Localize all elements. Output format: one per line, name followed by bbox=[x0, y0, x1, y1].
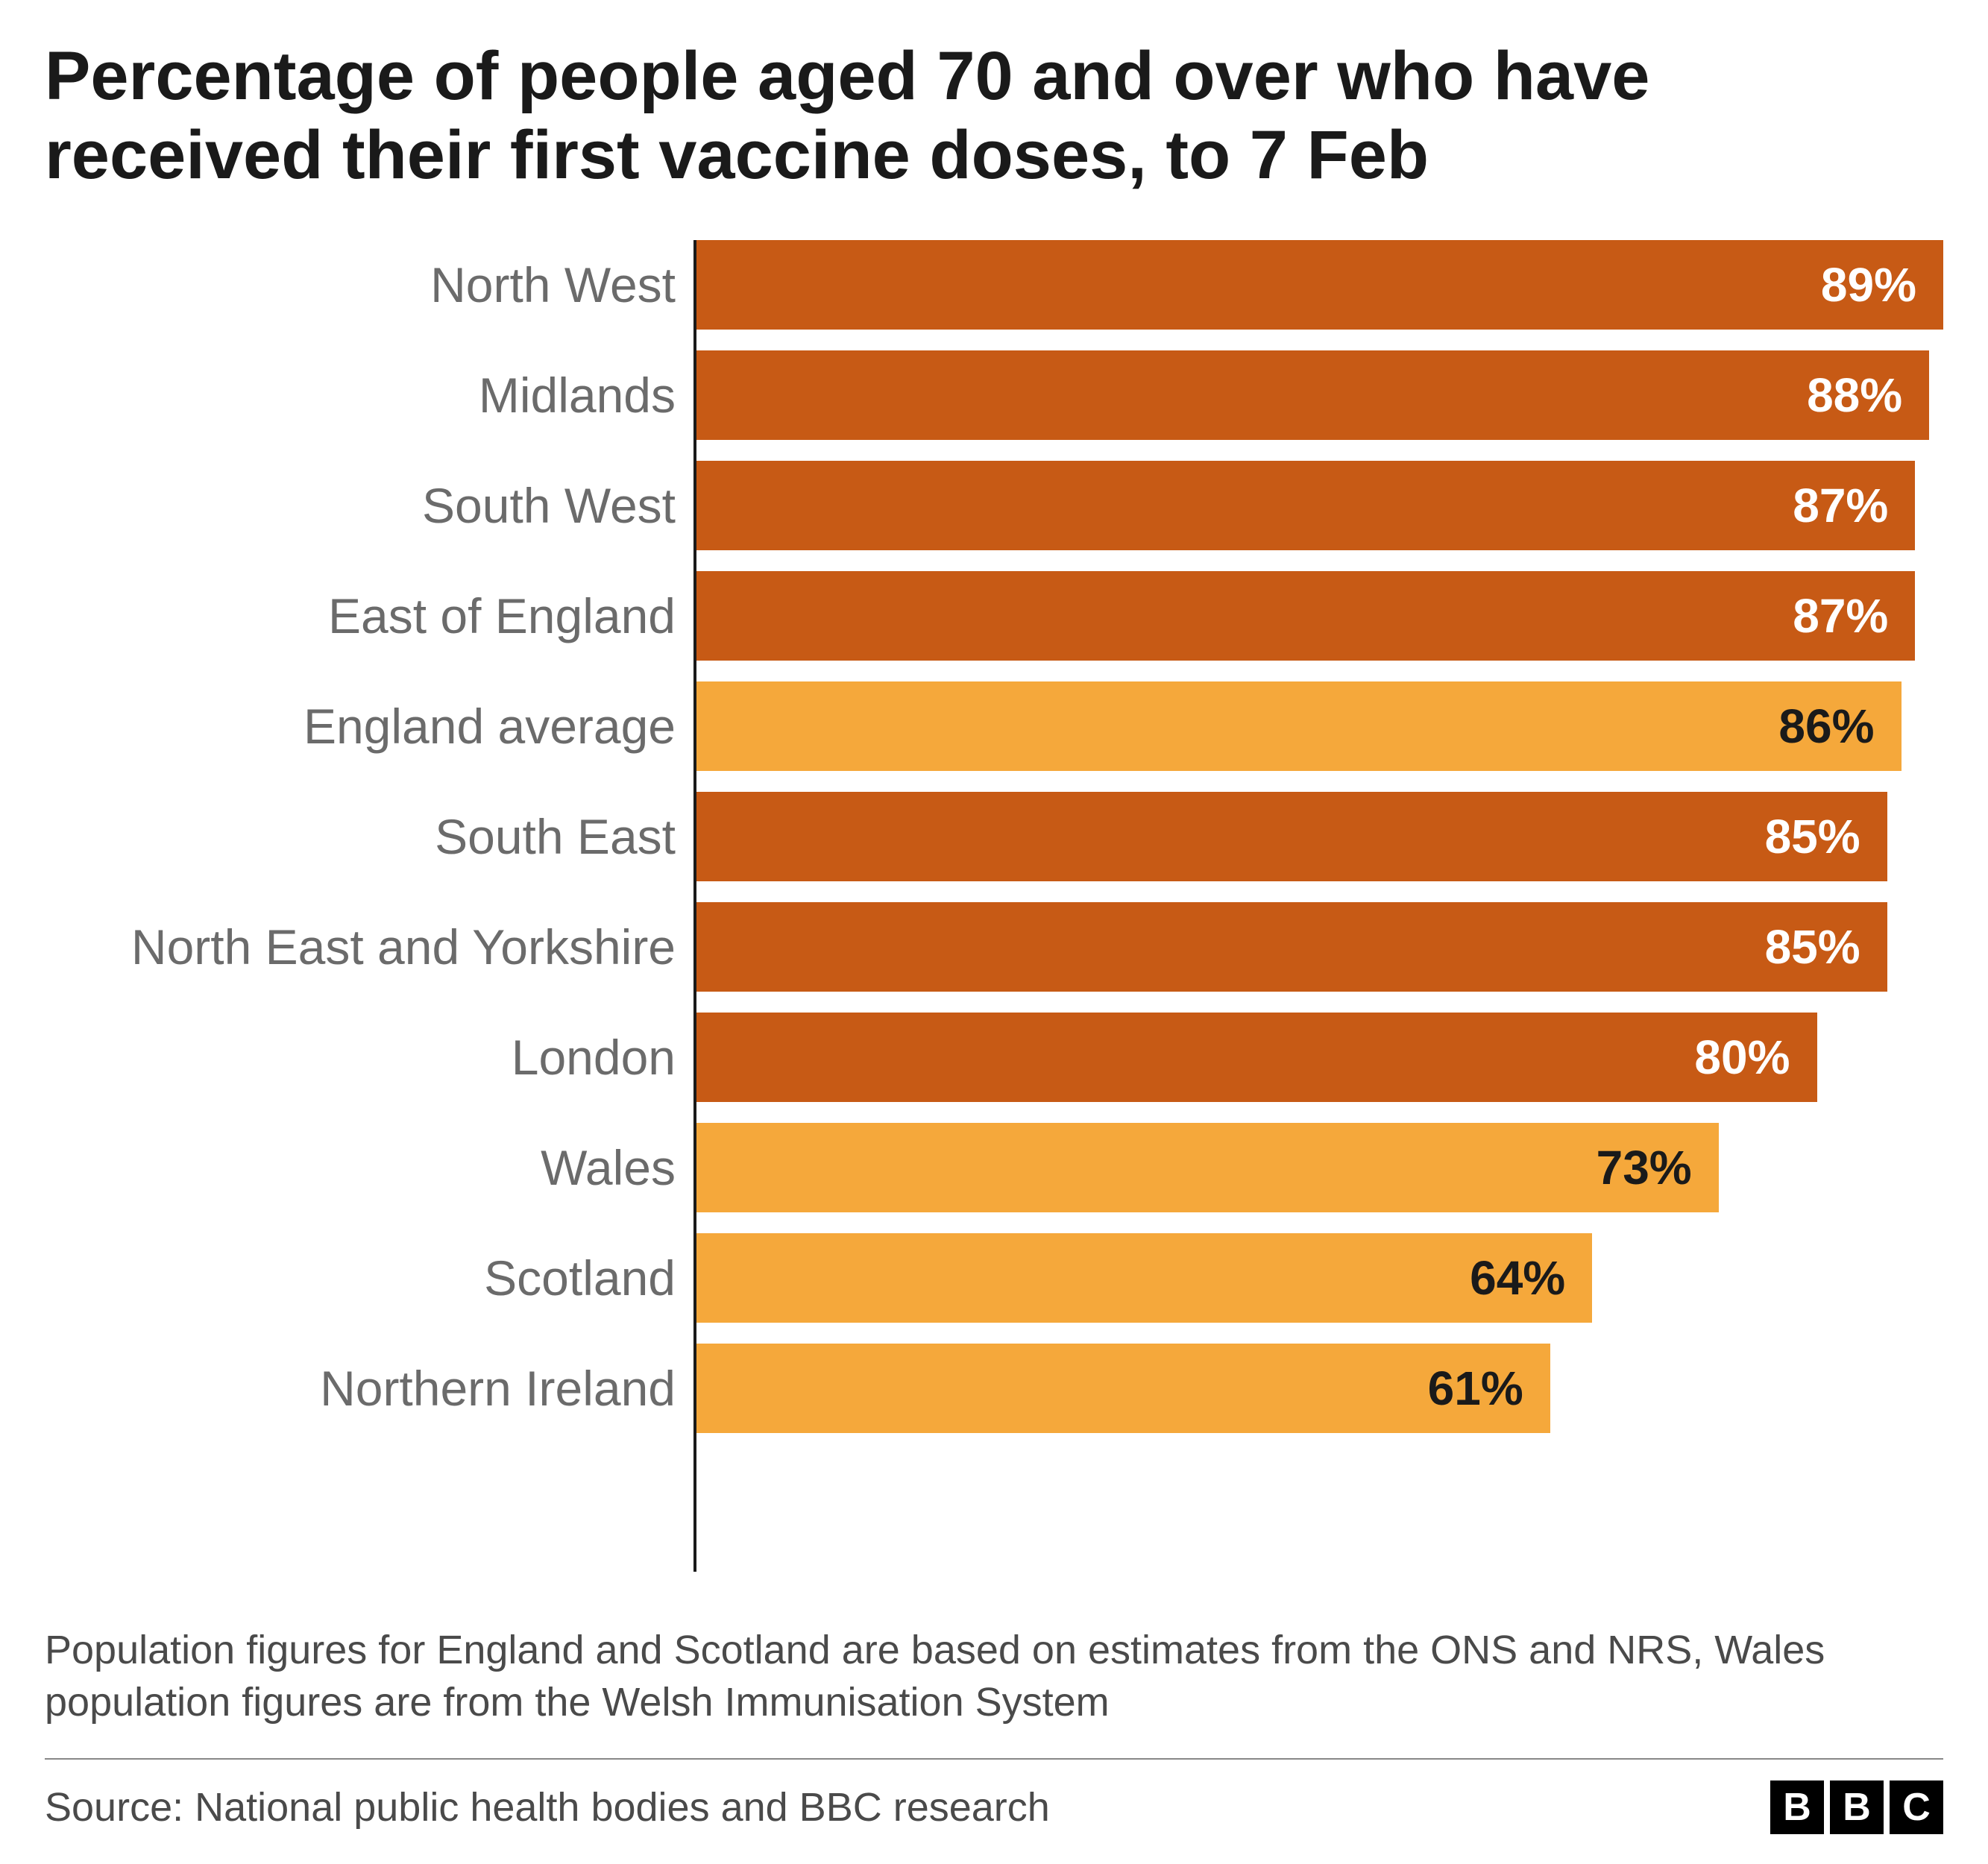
bar: 85% bbox=[693, 902, 1887, 992]
chart-area: North West89%Midlands88%South West87%Eas… bbox=[45, 240, 1943, 1602]
bar-track: 87% bbox=[693, 461, 1943, 550]
chart-note: Population figures for England and Scotl… bbox=[45, 1624, 1943, 1728]
bar: 85% bbox=[693, 792, 1887, 881]
bar-value: 87% bbox=[1793, 588, 1888, 643]
bar-value: 73% bbox=[1597, 1140, 1692, 1195]
bar-label: London bbox=[45, 1029, 693, 1086]
bar: 87% bbox=[693, 571, 1915, 661]
bar: 88% bbox=[693, 350, 1929, 440]
bar-label: Midlands bbox=[45, 367, 693, 424]
bar-label: South East bbox=[45, 808, 693, 865]
bar: 87% bbox=[693, 461, 1915, 550]
bar-track: 86% bbox=[693, 681, 1943, 771]
bar-label: North East and Yorkshire bbox=[45, 919, 693, 975]
bar-value: 61% bbox=[1428, 1361, 1523, 1416]
bar-value: 64% bbox=[1470, 1250, 1565, 1306]
bar-value: 88% bbox=[1807, 368, 1902, 423]
bar-label: North West bbox=[45, 256, 693, 313]
bar: 86% bbox=[693, 681, 1902, 771]
bar-value: 80% bbox=[1694, 1030, 1790, 1085]
bar-track: 85% bbox=[693, 792, 1943, 881]
bar-track: 89% bbox=[693, 240, 1943, 330]
bar-value: 85% bbox=[1765, 919, 1860, 974]
bar-row: North East and Yorkshire 85% bbox=[45, 902, 1943, 992]
bar-value: 89% bbox=[1821, 257, 1916, 312]
bar-row: East of England 87% bbox=[45, 571, 1943, 661]
bar: 64% bbox=[693, 1233, 1592, 1323]
bar-row: North West 89% bbox=[45, 240, 1943, 330]
bar-label: England average bbox=[45, 698, 693, 755]
bar-track: 80% bbox=[693, 1013, 1943, 1102]
y-axis-line bbox=[693, 240, 696, 1572]
bar: 89% bbox=[693, 240, 1943, 330]
bbc-logo: B B C bbox=[1770, 1780, 1943, 1834]
bar-track: 87% bbox=[693, 571, 1943, 661]
source-text: Source: National public health bodies an… bbox=[45, 1784, 1050, 1830]
bar-label: Northern Ireland bbox=[45, 1360, 693, 1417]
bar-row: England average 86% bbox=[45, 681, 1943, 771]
bar-track: 73% bbox=[693, 1123, 1943, 1212]
bar-row: Northern Ireland 61% bbox=[45, 1344, 1943, 1433]
bar-row: South East 85% bbox=[45, 792, 1943, 881]
logo-letter: B bbox=[1770, 1780, 1824, 1834]
bar-label: East of England bbox=[45, 588, 693, 644]
bar-track: 61% bbox=[693, 1344, 1943, 1433]
bar-value: 85% bbox=[1765, 809, 1860, 864]
bar-label: South West bbox=[45, 477, 693, 534]
bar-track: 85% bbox=[693, 902, 1943, 992]
bar-row: Scotland 64% bbox=[45, 1233, 1943, 1323]
bar-row: Wales 73% bbox=[45, 1123, 1943, 1212]
bar-row: London 80% bbox=[45, 1013, 1943, 1102]
chart-footer: Source: National public health bodies an… bbox=[45, 1758, 1943, 1834]
chart-title: Percentage of people aged 70 and over wh… bbox=[45, 37, 1943, 195]
bar-row: Midlands 88% bbox=[45, 350, 1943, 440]
logo-letter: C bbox=[1890, 1780, 1943, 1834]
bar-track: 64% bbox=[693, 1233, 1943, 1323]
bar: 61% bbox=[693, 1344, 1550, 1433]
bar: 73% bbox=[693, 1123, 1719, 1212]
bar-track: 88% bbox=[693, 350, 1943, 440]
bar: 80% bbox=[693, 1013, 1817, 1102]
bar-value: 87% bbox=[1793, 478, 1888, 533]
logo-letter: B bbox=[1830, 1780, 1884, 1834]
bar-label: Wales bbox=[45, 1139, 693, 1196]
bar-row: South West 87% bbox=[45, 461, 1943, 550]
bar-label: Scotland bbox=[45, 1250, 693, 1306]
bar-value: 86% bbox=[1778, 699, 1874, 754]
